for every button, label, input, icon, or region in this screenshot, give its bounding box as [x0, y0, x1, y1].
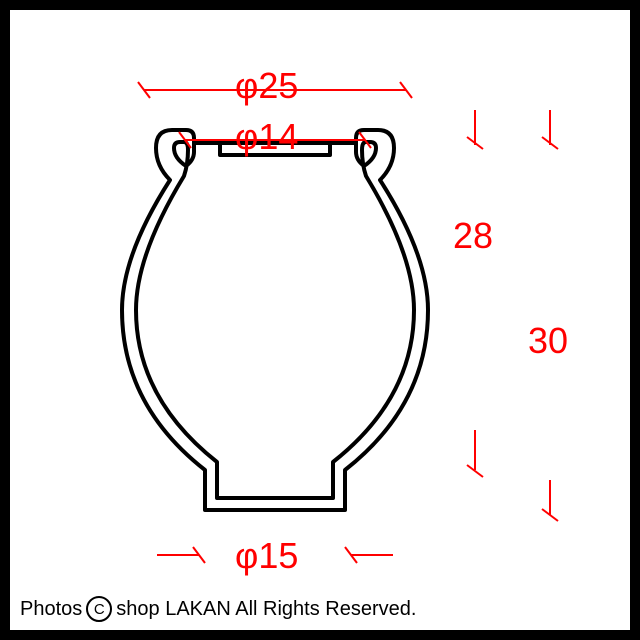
copyright-text: shop LAKAN All Rights Reserved.	[116, 598, 416, 621]
label-phi25: φ25	[235, 65, 298, 107]
label-phi14: φ14	[235, 116, 298, 158]
copyright-line: Photos C shop LAKAN All Rights Reserved.	[20, 596, 416, 622]
vase-outer-outline	[122, 130, 428, 510]
copyright-prefix: Photos	[20, 598, 82, 621]
label-h30: 30	[528, 320, 568, 362]
dim-h30	[542, 110, 558, 521]
copyright-mark-icon: C	[86, 596, 112, 622]
dim-h28	[467, 110, 483, 477]
label-h28: 28	[453, 215, 493, 257]
label-phi15: φ15	[235, 535, 298, 577]
diagram-frame: φ25 φ14 φ15 28 30 Photos C shop LAKAN Al…	[0, 0, 640, 640]
